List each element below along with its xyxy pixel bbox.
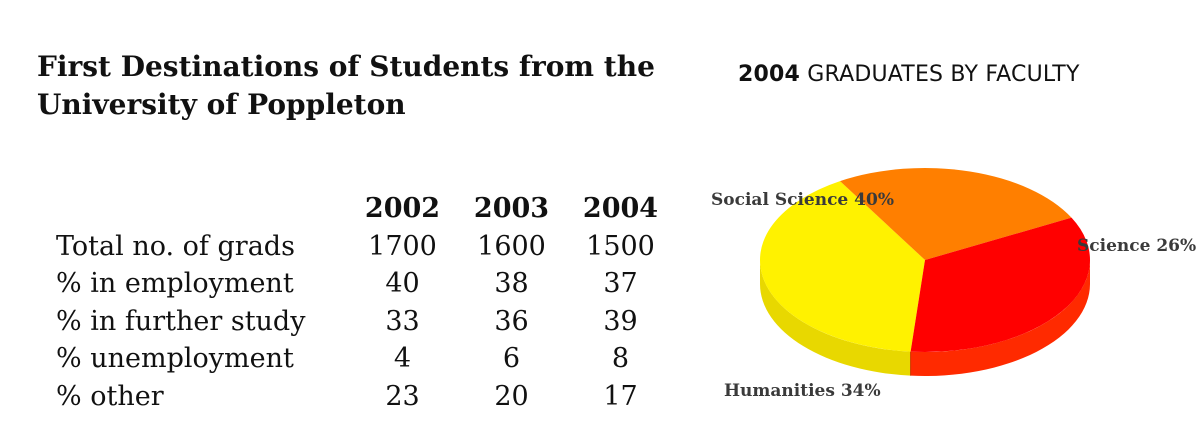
row-label: % unemployment <box>56 343 294 374</box>
year-header-2003: 2003 <box>473 193 550 224</box>
pie-label-social-science: Social Science 40% <box>711 190 894 210</box>
table-cell: 39 <box>603 305 638 337</box>
table-cell: 38 <box>494 268 529 299</box>
table-cell: 33 <box>385 305 420 337</box>
table-row: Total no. of grads 1700 1600 1500 <box>52 228 675 266</box>
table-title-line-1: First Destinations of Students from the <box>37 50 655 83</box>
table-corner <box>52 190 348 228</box>
pie-label-science: Science 26% <box>1077 236 1196 256</box>
pie-label-humanities: Humanities 34% <box>724 381 881 401</box>
year-header-2004: 2004 <box>582 193 659 224</box>
row-label: % in further study <box>56 305 306 337</box>
pie-slice-science <box>840 168 1072 260</box>
table-header-row: 2002 2003 2004 <box>52 190 675 228</box>
row-label: % other <box>56 380 164 412</box>
row-label: % in employment <box>56 268 294 299</box>
pie-chart-title: 2004 GRADUATES BY FACULTY <box>738 62 1080 87</box>
table-cell: 4 <box>393 343 412 374</box>
destinations-table: 2002 2003 2004 Total no. of grads 1700 1… <box>52 190 675 415</box>
table-cell: 1600 <box>477 230 546 262</box>
table-row: % unemployment 4 6 8 <box>52 340 675 378</box>
table-row: % in further study 33 36 39 <box>52 303 675 341</box>
pie-slice-humanities <box>910 217 1090 352</box>
pie-title-year: 2004 <box>738 62 801 87</box>
table-cell: 8 <box>611 343 630 374</box>
table-cell: 1500 <box>586 230 655 262</box>
table-cell: 37 <box>603 268 638 299</box>
pie-slice-social-science <box>760 181 925 352</box>
table-cell: 40 <box>385 268 420 299</box>
table-title-line-2: University of Poppleton <box>37 88 406 121</box>
pie-slice-side-social-science <box>760 260 911 376</box>
table-row: % other 23 20 17 <box>52 378 675 416</box>
year-header-2002: 2002 <box>364 193 441 224</box>
pie-chart: Social Science 40% Science 26% Humanities … <box>711 168 1196 401</box>
table-cell: 20 <box>494 380 529 412</box>
table-cell: 6 <box>502 343 521 374</box>
table-cell: 1700 <box>368 230 437 262</box>
table-title: First Destinations of Students from the … <box>37 48 677 124</box>
table-cell: 36 <box>494 305 529 337</box>
table-row: % in employment 40 38 37 <box>52 265 675 303</box>
table-cell: 23 <box>385 380 420 412</box>
pie-title-text: GRADUATES BY FACULTY <box>800 62 1080 87</box>
table-cell: 17 <box>603 380 638 412</box>
pie-slice-side-humanities <box>910 260 1090 376</box>
row-label: Total no. of grads <box>56 230 295 262</box>
